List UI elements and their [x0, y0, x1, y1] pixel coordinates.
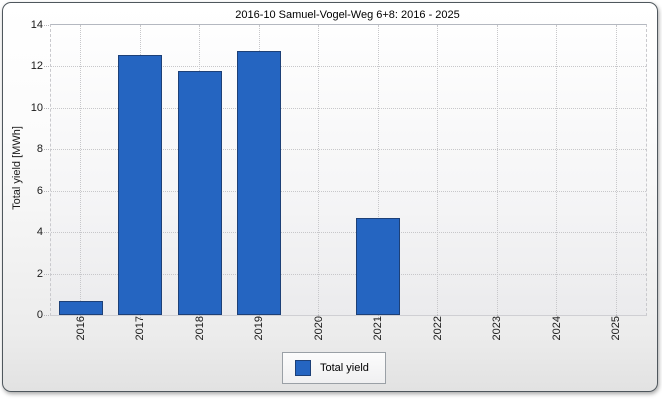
- y-tick: [44, 190, 49, 192]
- v-gridline: [615, 25, 617, 315]
- chart-window: 2016-10 Samuel-Vogel-Weg 6+8: 2016 - 202…: [2, 2, 658, 392]
- x-tick: [556, 315, 558, 320]
- y-tick: [44, 25, 49, 26]
- y-tick: [44, 149, 49, 151]
- h-gridline: [51, 190, 646, 192]
- y-tick: [44, 273, 49, 275]
- y-tick: [44, 315, 49, 316]
- x-tick-label: 2025: [610, 316, 623, 341]
- x-tick: [615, 315, 617, 320]
- chart-title: 2016-10 Samuel-Vogel-Weg 6+8: 2016 - 202…: [235, 9, 460, 21]
- y-tick: [44, 107, 49, 109]
- h-gridline: [51, 107, 646, 109]
- x-tick-label: 2017: [134, 316, 147, 341]
- y-tick-label: 2: [36, 267, 43, 280]
- v-gridline: [496, 25, 498, 315]
- v-gridline: [437, 25, 439, 315]
- y-tick-label: 6: [36, 184, 43, 197]
- v-gridline: [556, 25, 558, 315]
- v-gridline: [80, 25, 82, 315]
- y-tick: [44, 232, 49, 234]
- x-tick-label: 2021: [372, 316, 385, 341]
- x-tick-label: 2016: [74, 316, 87, 341]
- y-tick-label: 12: [30, 60, 43, 73]
- x-tick: [80, 315, 82, 320]
- x-tick-label: 2020: [312, 316, 325, 341]
- legend-label: Total yield: [320, 362, 369, 374]
- y-tick-label: 10: [30, 101, 43, 114]
- x-tick: [139, 315, 141, 320]
- legend-swatch: [295, 360, 311, 376]
- bar-2021: [356, 218, 401, 315]
- v-gridline: [318, 25, 320, 315]
- bar-2016: [58, 301, 103, 315]
- y-tick: [44, 66, 49, 68]
- x-tick: [318, 315, 320, 320]
- plot-area: 2016 2017 2018 2019 2020 2021 2022 2023 2024 2025: [44, 24, 647, 340]
- y-tick-label: 0: [36, 309, 43, 321]
- h-gridline: [51, 149, 646, 151]
- h-gridline: [51, 66, 646, 68]
- x-tick: [496, 315, 498, 320]
- x-tick-label: 2022: [431, 316, 444, 341]
- y-tick-label: 14: [30, 19, 43, 31]
- y-axis-tick-labels: 0 2 4 6 8 10 12 14: [3, 19, 43, 321]
- bar-2019: [237, 51, 282, 315]
- x-tick: [199, 315, 201, 320]
- x-tick: [258, 315, 260, 320]
- x-tick-label: 2023: [491, 316, 504, 341]
- legend: Total yield: [282, 352, 386, 384]
- v-gridline: [377, 25, 379, 315]
- x-tick-label: 2024: [550, 316, 563, 341]
- x-tick: [437, 315, 439, 320]
- bar-2017: [118, 55, 163, 315]
- bar-2018: [177, 71, 222, 315]
- x-tick: [377, 315, 379, 320]
- h-gridline: [51, 232, 646, 234]
- x-tick-label: 2018: [193, 316, 206, 341]
- y-tick-label: 8: [36, 143, 43, 156]
- x-tick-label: 2019: [253, 316, 266, 341]
- y-tick-label: 4: [36, 226, 43, 239]
- h-gridline: [51, 273, 646, 275]
